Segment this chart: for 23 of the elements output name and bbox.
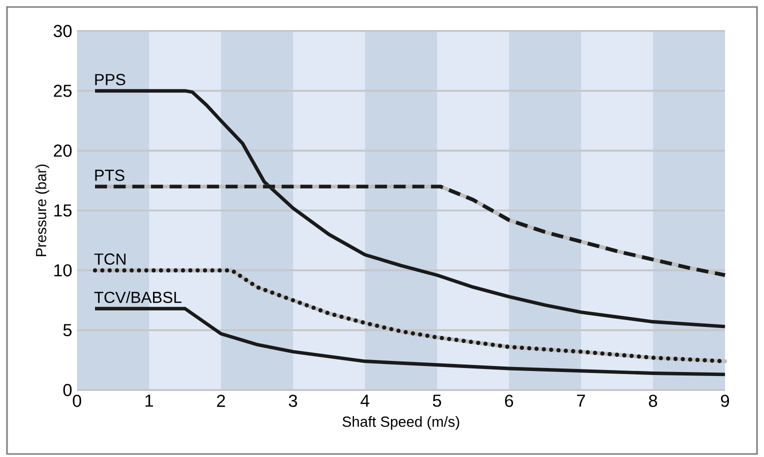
series-label: PTS <box>95 170 124 181</box>
x-tick-label: 9 <box>720 394 730 407</box>
x-tick-label: 8 <box>648 394 658 407</box>
x-axis-title: Shaft Speed (m/s) <box>342 416 460 430</box>
y-tick-label: 10 <box>54 264 72 276</box>
y-tick-label: 15 <box>54 204 72 217</box>
y-axis-title: Pressure (bar) <box>36 164 50 256</box>
x-tick-label: 0 <box>72 394 82 407</box>
x-tick-label: 1 <box>145 394 153 407</box>
series-label: PPS <box>95 74 126 86</box>
y-tick-label: 5 <box>63 324 72 336</box>
y-tick-label: 25 <box>54 84 72 97</box>
x-tick-label: 6 <box>505 394 514 407</box>
y-tick-label: 30 <box>54 24 72 38</box>
x-tick-label: 7 <box>577 394 585 407</box>
x-tick-label: 5 <box>432 394 442 407</box>
y-tick-label: 0 <box>63 384 72 396</box>
y-tick-label: 20 <box>54 144 72 157</box>
series-label: TCN <box>94 253 126 265</box>
x-tick-label: 2 <box>217 394 225 407</box>
x-tick-label: 4 <box>360 394 370 407</box>
series-label: TCV/BABSL <box>94 291 182 304</box>
x-tick-label: 3 <box>288 394 298 407</box>
